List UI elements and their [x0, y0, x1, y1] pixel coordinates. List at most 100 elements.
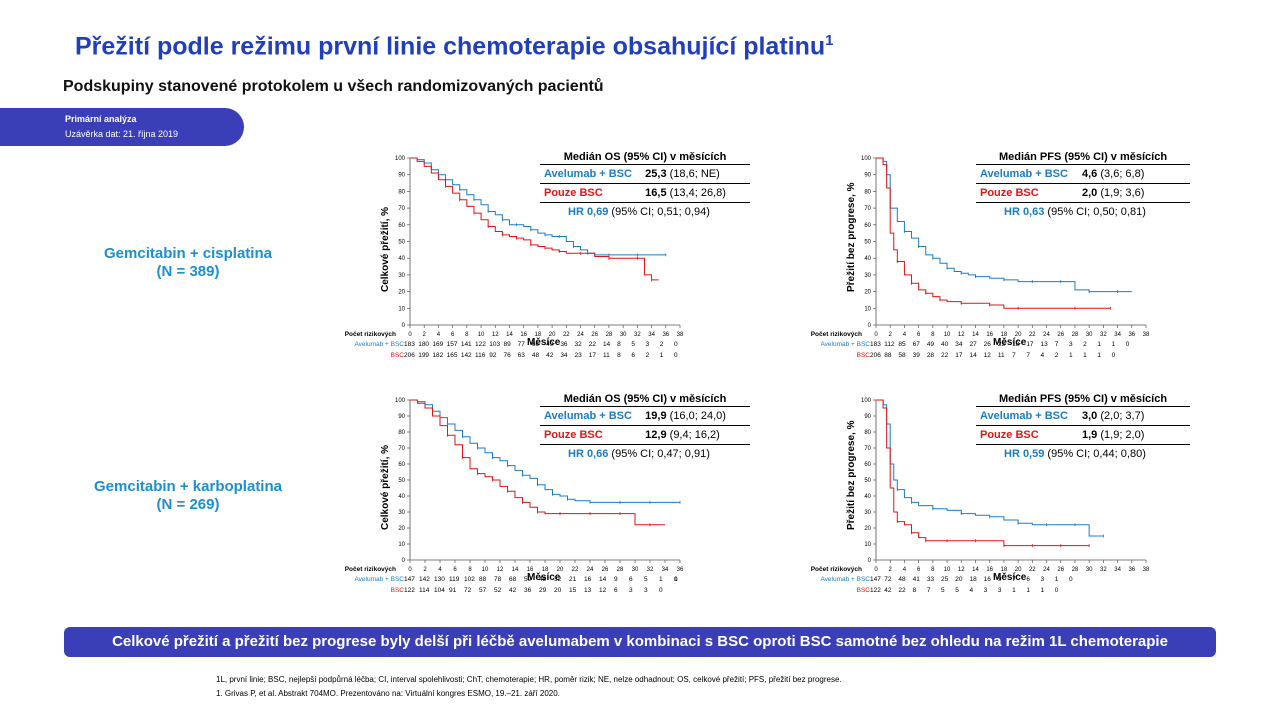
analysis-badge: Primární analýza Uzávěrka dat: 21. října… [0, 108, 244, 146]
y-tick-label: 80 [864, 430, 871, 436]
risk-count: 119 [449, 576, 460, 583]
x-tick-label: 24 [577, 332, 584, 338]
risk-count: 48 [898, 576, 906, 583]
x-tick-label: 14 [972, 332, 979, 338]
risk-count: 0 [674, 341, 678, 348]
x-tick-label: 2 [889, 332, 893, 338]
y-tick-label: 50 [864, 240, 871, 246]
risk-count: 130 [434, 576, 445, 583]
risk-count: 4 [1040, 352, 1045, 359]
x-tick-label: 18 [1001, 332, 1008, 338]
risk-arm-avelumab: Avelumab + BSC [354, 341, 404, 348]
x-tick-label: 12 [958, 332, 965, 338]
risk-count: 14 [599, 576, 607, 583]
conclusion-banner: Celkové přežití a přežití bez progrese b… [64, 627, 1216, 657]
risk-count: 3 [1068, 341, 1073, 348]
y-axis-label: Celkové přežití, % [380, 206, 391, 292]
risk-count: 112 [884, 341, 895, 348]
row-avelumab-value: 25,3 (18,6; NE) [641, 164, 750, 184]
x-tick-label: 26 [591, 332, 598, 338]
risk-count: 7 [1012, 352, 1016, 359]
risk-count: 8 [617, 341, 621, 348]
x-tick-label: 36 [662, 332, 669, 338]
risk-count: 12 [599, 587, 607, 594]
risk-arm-bsc: BSC [390, 587, 404, 594]
x-tick-label: 8 [931, 332, 935, 338]
risk-count: 0 [1068, 576, 1073, 583]
risk-count: 11 [997, 352, 1005, 359]
hazard-ratio: HR 0,66 (95% CI; 0,47; 0,91) [568, 448, 710, 460]
risk-count: 3 [629, 587, 633, 594]
y-tick-label: 10 [398, 542, 405, 548]
x-tick-label: 2 [423, 567, 427, 573]
risk-count: 0 [1111, 352, 1116, 359]
risk-count: 2 [1054, 352, 1059, 359]
risk-count: 6 [631, 352, 635, 359]
x-tick-label: 22 [563, 332, 570, 338]
risk-count: 1 [1068, 352, 1073, 359]
page-subtitle: Podskupiny stanovené protokolem u všech … [63, 78, 604, 95]
x-tick-label: 34 [1114, 567, 1121, 573]
risk-count: 1 [1012, 587, 1016, 594]
x-tick-label: 20 [557, 567, 564, 573]
x-tick-label: 6 [917, 332, 921, 338]
risk-count: 141 [460, 341, 472, 348]
y-tick-label: 40 [398, 494, 405, 500]
x-tick-label: 34 [662, 567, 669, 573]
arm-label-cisplatin: Gemcitabin + cisplatina (N = 389) [78, 245, 298, 281]
y-tick-label: 20 [864, 526, 871, 532]
median-table-header: Medián OS (95% CI) v měsících [540, 392, 750, 407]
x-tick-label: 26 [602, 567, 609, 573]
x-tick-label: 12 [497, 567, 504, 573]
y-tick-label: 60 [864, 462, 871, 468]
y-tick-label: 50 [398, 240, 405, 246]
risk-count: 85 [898, 341, 906, 348]
x-tick-label: 4 [438, 567, 442, 573]
y-tick-label: 80 [864, 189, 871, 195]
risk-count: 77 [517, 341, 525, 348]
row-avelumab-name: Avelumab + BSC [976, 406, 1078, 426]
y-tick-label: 0 [868, 323, 872, 329]
y-tick-label: 70 [398, 446, 405, 452]
y-tick-label: 30 [398, 273, 405, 279]
risk-count: 4 [969, 587, 974, 594]
x-tick-label: 20 [1015, 567, 1022, 573]
risk-count: 72 [464, 587, 472, 594]
risk-count: 36 [560, 341, 568, 348]
risk-count: 5 [631, 341, 635, 348]
y-tick-label: 20 [398, 290, 405, 296]
arm-label-carboplatin: Gemcitabin + karboplatina (N = 269) [78, 478, 298, 514]
x-tick-label: 28 [617, 567, 624, 573]
x-tick-label: 0 [874, 567, 878, 573]
risk-count: 7 [1012, 576, 1016, 583]
y-tick-label: 40 [864, 256, 871, 262]
risk-count: 88 [479, 576, 487, 583]
x-tick-label: 38 [1143, 332, 1150, 338]
row-bsc-value: 2,0 (1,9; 3,6) [1078, 183, 1190, 203]
row-avelumab-value: 4,6 (3,6; 6,8) [1078, 164, 1190, 184]
y-tick-label: 60 [864, 223, 871, 229]
x-tick-label: 16 [986, 332, 993, 338]
y-tick-label: 90 [864, 414, 871, 420]
risk-count: 147 [870, 576, 881, 583]
risk-count: 6 [1026, 576, 1030, 583]
risk-count: 2 [1083, 341, 1087, 348]
risk-count: 22 [898, 587, 906, 594]
risk-count: 1 [659, 576, 663, 583]
risk-count: 165 [446, 352, 458, 359]
km-panel-os-cis: 0 10 20 30 40 50 60 70 80 90 100 0 2 4 6 8 10 12 14 16 18 20 2… [330, 150, 750, 375]
x-tick-label: 16 [520, 332, 527, 338]
risk-count: 7 [926, 587, 931, 594]
risk-count: 59 [524, 576, 532, 583]
y-tick-label: 50 [864, 478, 871, 484]
y-tick-label: 0 [402, 558, 406, 564]
risk-count: 23 [997, 341, 1006, 348]
risk-count: 34 [560, 352, 568, 359]
y-tick-label: 60 [398, 462, 405, 468]
x-tick-label: 8 [931, 567, 935, 573]
hazard-ratio: HR 0,63 (95% CI; 0,50; 0,81) [1004, 206, 1146, 218]
km-panel-os-carbo: 0 10 20 30 40 50 60 70 80 90 100 0 2 4 6 8 10 12 14 16 18 20 2… [330, 392, 750, 617]
y-tick-label: 50 [398, 478, 405, 484]
risk-count: 6 [614, 587, 618, 594]
